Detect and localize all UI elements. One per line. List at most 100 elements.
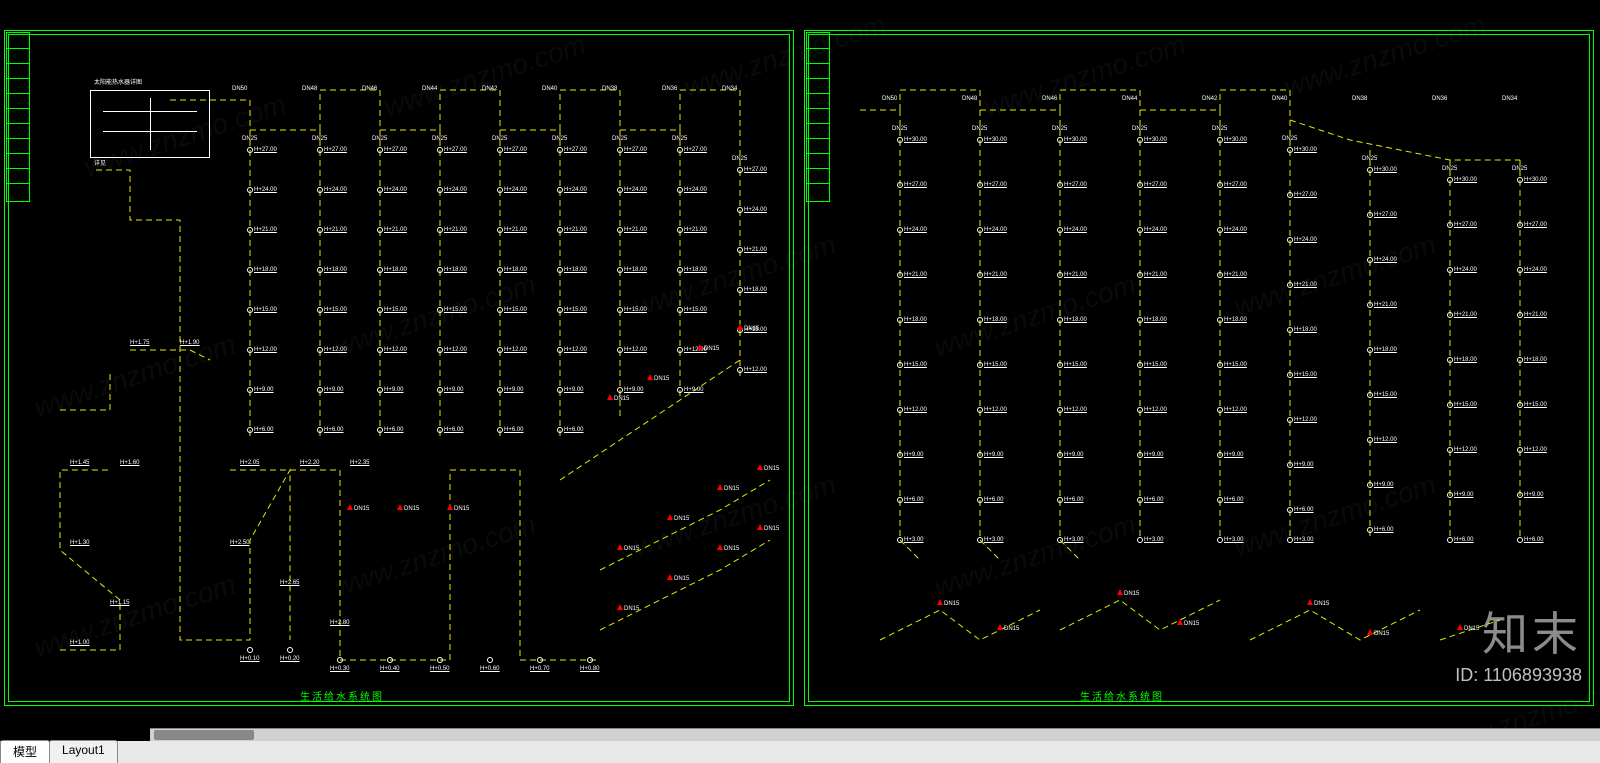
detail-callout-box (90, 90, 210, 158)
scrollbar-thumb[interactable] (154, 730, 254, 740)
pipe-node-icon (247, 147, 253, 153)
pipe-node-icon (1447, 267, 1453, 273)
pipe-label: H+15.00 (624, 307, 647, 313)
valve-marker-icon (397, 504, 403, 510)
pipe-node-icon (1137, 182, 1143, 188)
pipe-label: H+12.00 (1224, 407, 1247, 413)
pipe-node-icon (1367, 302, 1373, 308)
pipe-node-icon (1057, 227, 1063, 233)
pipe-label: H+3.00 (1294, 537, 1314, 543)
pipe-node-icon (1367, 392, 1373, 398)
pipe-label: H+27.00 (1224, 182, 1247, 188)
pipe-label: H+0.30 (330, 666, 350, 672)
pipe-label: H+30.00 (1144, 137, 1167, 143)
pipe-node-icon (1517, 177, 1523, 183)
pipe-label: H+21.00 (444, 227, 467, 233)
pipe-node-icon (1057, 497, 1063, 503)
pipe-label: DN42 (1202, 96, 1217, 102)
pipe-label: H+24.00 (444, 187, 467, 193)
pipe-node-icon (377, 267, 383, 273)
pipe-label: H+18.00 (564, 267, 587, 273)
pipe-node-icon (617, 187, 623, 193)
pipe-node-icon (1057, 182, 1063, 188)
pipe-node-icon (1517, 492, 1523, 498)
pipe-node-icon (1517, 267, 1523, 273)
pipe-node-icon (317, 147, 323, 153)
valve-marker-icon (737, 324, 743, 330)
pipe-label: DN15 (764, 526, 779, 532)
pipe-node-icon (1447, 402, 1453, 408)
pipe-label: DN25 (432, 136, 447, 142)
pipe-node-icon (897, 497, 903, 503)
pipe-node-icon (897, 407, 903, 413)
pipe-node-icon (1367, 482, 1373, 488)
pipe-label: H+18.00 (1524, 357, 1547, 363)
pipe-label: H+30.00 (1454, 177, 1477, 183)
pipe-label: DN48 (302, 86, 317, 92)
pipe-label: DN25 (1282, 136, 1297, 142)
pipe-label: H+9.00 (1374, 482, 1394, 488)
valve-marker-icon (757, 464, 763, 470)
pipe-node-icon (977, 537, 983, 543)
tab-model[interactable]: 模型 (0, 740, 50, 763)
pipe-label: H+0.60 (480, 666, 500, 672)
pipe-node-icon (497, 427, 503, 433)
pipe-label: DN25 (612, 136, 627, 142)
pipe-node-icon (737, 167, 743, 173)
pipe-label: H+9.00 (1064, 452, 1084, 458)
pipe-label: H+12.00 (254, 347, 277, 353)
pipe-node-icon (1517, 222, 1523, 228)
pipe-label: H+24.00 (384, 187, 407, 193)
cad-model-viewport[interactable]: www.znzmo.comwww.znzmo.comwww.znzmo.comw… (0, 0, 1600, 720)
pipe-label: H+18.00 (904, 317, 927, 323)
titleblock-right (806, 32, 830, 202)
pipe-label: DN25 (312, 136, 327, 142)
pipe-label: H+12.00 (744, 367, 767, 373)
valve-marker-icon (1177, 619, 1183, 625)
pipe-node-icon (247, 227, 253, 233)
pipe-node-icon (557, 227, 563, 233)
pipe-label: H+6.00 (1454, 537, 1474, 543)
pipe-node-icon (1367, 347, 1373, 353)
pipe-label: H+3.00 (1144, 537, 1164, 543)
pipe-label: H+21.00 (384, 227, 407, 233)
valve-marker-icon (937, 599, 943, 605)
pipe-node-icon (377, 147, 383, 153)
pipe-label: H+12.00 (1524, 447, 1547, 453)
pipe-label: H+21.00 (1374, 302, 1397, 308)
pipe-label: H+1.30 (70, 540, 90, 546)
pipe-node-icon (1287, 417, 1293, 423)
pipe-node-icon (437, 427, 443, 433)
pipe-node-icon (1287, 192, 1293, 198)
pipe-label: DN15 (1314, 601, 1329, 607)
pipe-label: H+6.00 (254, 427, 274, 433)
pipe-node-icon (617, 347, 623, 353)
pipe-node-icon (1447, 222, 1453, 228)
horizontal-scrollbar[interactable] (150, 728, 1600, 741)
pipe-node-icon (1517, 402, 1523, 408)
pipe-label: H+27.00 (1374, 212, 1397, 218)
pipe-node-icon (557, 427, 563, 433)
pipe-label: H+0.10 (240, 656, 260, 662)
pipe-node-icon (1217, 227, 1223, 233)
pipe-label: H+24.00 (744, 207, 767, 213)
pipe-node-icon (977, 452, 983, 458)
pipe-node-icon (617, 267, 623, 273)
pipe-node-icon (1447, 447, 1453, 453)
pipe-label: H+15.00 (1144, 362, 1167, 368)
pipe-node-icon (387, 657, 393, 663)
pipe-label: H+3.00 (904, 537, 924, 543)
pipe-label: DN25 (1362, 156, 1377, 162)
pipe-label: DN15 (354, 506, 369, 512)
pipe-node-icon (557, 307, 563, 313)
pipe-label: H+0.40 (380, 666, 400, 672)
pipe-label: H+9.00 (324, 387, 344, 393)
pipe-label: H+18.00 (984, 317, 1007, 323)
pipe-node-icon (977, 272, 983, 278)
pipe-label: H+18.00 (324, 267, 347, 273)
pipe-label: DN25 (972, 126, 987, 132)
pipe-label: H+24.00 (1524, 267, 1547, 273)
pipe-label: H+30.00 (1524, 177, 1547, 183)
tab-layout1[interactable]: Layout1 (49, 740, 118, 763)
pipe-node-icon (557, 347, 563, 353)
